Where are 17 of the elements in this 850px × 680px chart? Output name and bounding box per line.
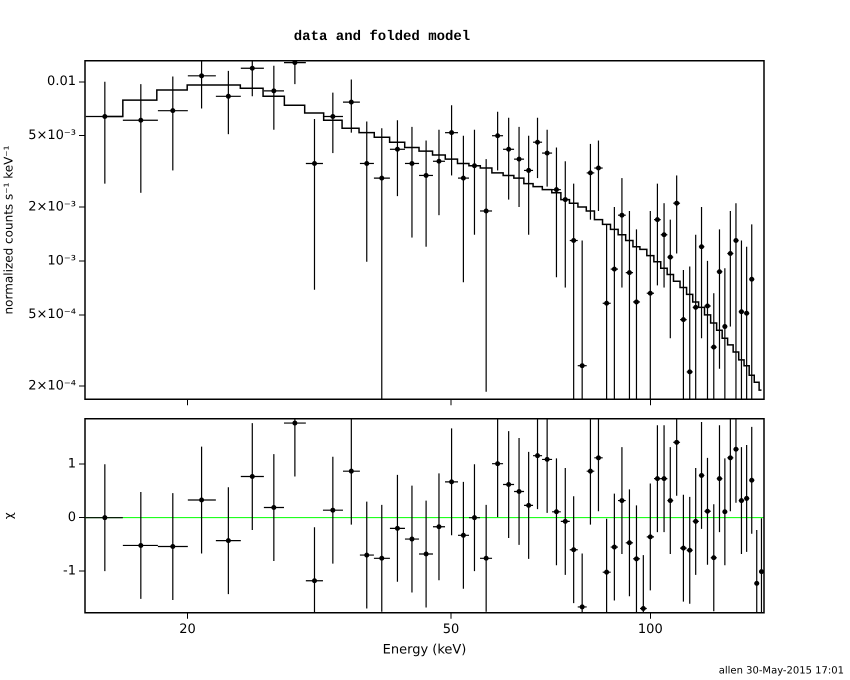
y-tick-label: 2×10⁻⁴	[28, 378, 76, 394]
y-axis-title: normalized counts s⁻¹ keV⁻¹	[1, 145, 16, 314]
y-tick-label: 10⁻³	[47, 253, 76, 268]
x-tick-label: 50	[442, 622, 460, 637]
x-axis-title: Energy (keV)	[382, 642, 466, 658]
x-tick-label: 20	[179, 622, 196, 637]
y-tick-label: 2×10⁻³	[28, 199, 76, 214]
y-tick-label: 1	[68, 456, 76, 472]
y-tick-label: 0	[68, 510, 76, 526]
y-tick-label: 5×10⁻³	[28, 128, 76, 144]
y-tick-label: -1	[63, 563, 76, 578]
text: allen 30-May-2015 17:01	[718, 666, 844, 677]
chart-title: data and folded model	[294, 28, 470, 45]
y-tick-label: 5×10⁻⁴	[28, 307, 76, 322]
y-tick-label: 0.01	[47, 74, 76, 90]
x-tick-label: 100	[638, 622, 663, 637]
y-axis-title: χ	[1, 512, 16, 520]
